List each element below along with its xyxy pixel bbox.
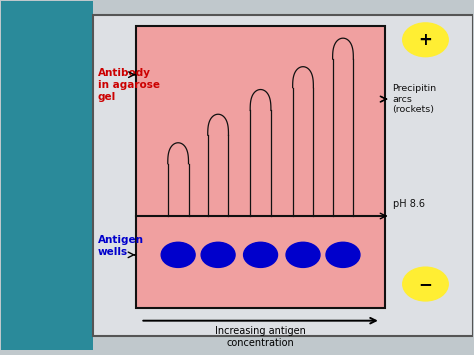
Text: Antigen
wells: Antigen wells bbox=[98, 235, 144, 257]
Circle shape bbox=[403, 23, 448, 56]
Text: +: + bbox=[419, 31, 432, 49]
Ellipse shape bbox=[161, 242, 195, 267]
Circle shape bbox=[403, 267, 448, 301]
FancyBboxPatch shape bbox=[1, 1, 93, 350]
Ellipse shape bbox=[326, 242, 360, 267]
Text: Antibody
in agarose
gel: Antibody in agarose gel bbox=[98, 68, 160, 102]
FancyBboxPatch shape bbox=[136, 26, 385, 308]
Ellipse shape bbox=[201, 242, 235, 267]
Text: Precipitin
arcs
(rockets): Precipitin arcs (rockets) bbox=[392, 84, 437, 114]
Text: pH 8.6: pH 8.6 bbox=[392, 199, 425, 209]
Text: Increasing antigen
concentration: Increasing antigen concentration bbox=[215, 326, 306, 348]
Text: −: − bbox=[419, 275, 432, 293]
Ellipse shape bbox=[286, 242, 320, 267]
FancyBboxPatch shape bbox=[93, 15, 473, 337]
Ellipse shape bbox=[244, 242, 277, 267]
